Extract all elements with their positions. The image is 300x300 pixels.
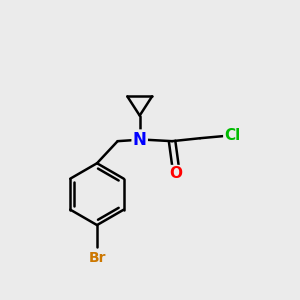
Text: O: O [169, 166, 182, 181]
Text: Cl: Cl [224, 128, 241, 143]
Text: Br: Br [88, 251, 106, 265]
Text: N: N [133, 131, 147, 149]
